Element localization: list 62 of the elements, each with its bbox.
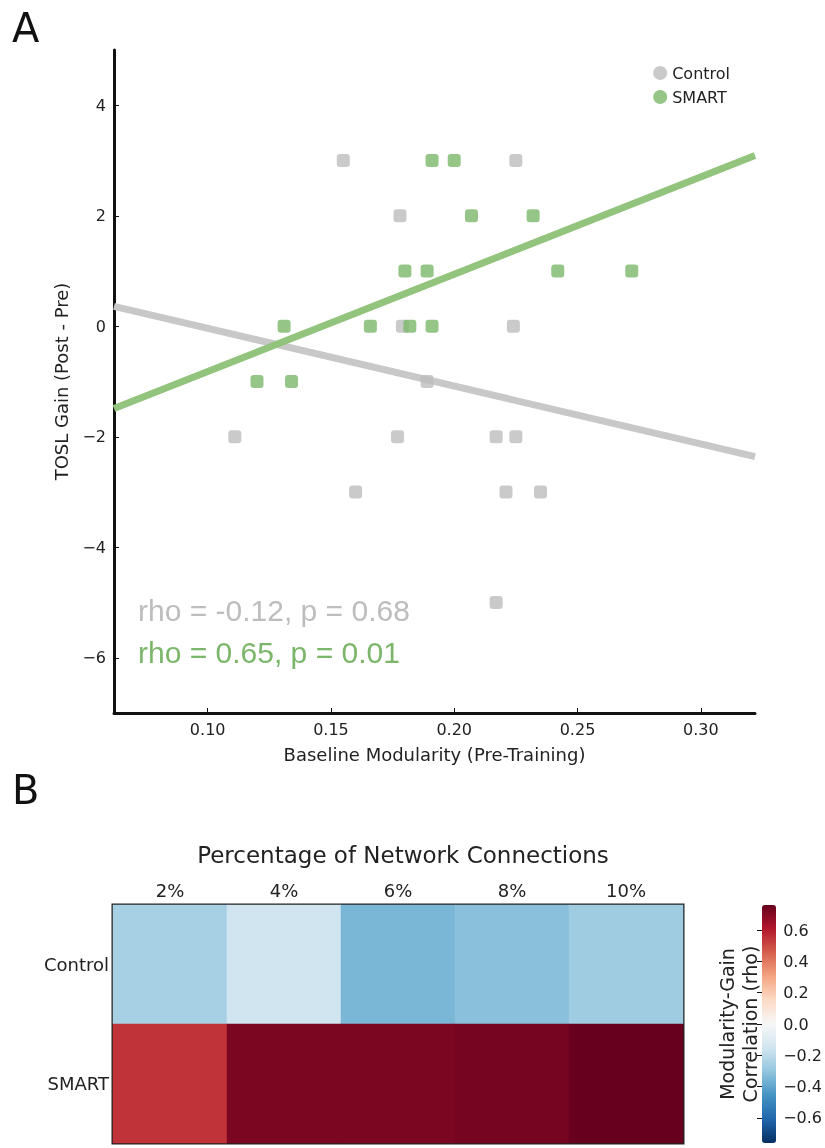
x-tick-label: 0.10 [189,719,226,739]
legend-label: Control [672,63,731,83]
color-bar-title: Modularity-Gain Correlation (rho) [715,945,761,1103]
x-tick-label: 0.30 [682,719,719,739]
x-tick-label: 0.20 [436,719,473,739]
point [509,430,523,444]
point [250,375,264,388]
point [403,319,417,333]
point [398,264,412,278]
point [509,154,523,167]
point [447,154,461,167]
x-tick-label: 2% [155,879,185,901]
point [425,154,439,167]
x-tick-label: 6% [383,879,413,901]
x-tick-label: 0.25 [559,719,596,739]
point [625,264,639,278]
point [464,209,478,223]
legend-label: SMART [672,87,728,107]
annotation: rho = 0.65, p = 0.01 [138,635,400,669]
y-tick-label: −2 [82,427,106,447]
color-bar-label: 0.0 [783,1014,809,1034]
point [489,596,503,609]
point [425,319,439,333]
point [551,264,565,278]
x-tick-label: 0.15 [313,719,349,739]
chart-title: Percentage of Network Connections [197,841,609,868]
point [534,485,548,499]
point [526,209,540,223]
color-bar-label: −0.2 [783,1045,823,1065]
color-bar-label: −0.6 [783,1108,823,1128]
point [393,209,407,223]
point [336,154,350,167]
y-tick-label: Control [43,954,109,975]
point [228,430,242,444]
x-tick-label: 8% [497,879,527,901]
x-axis-title: Baseline Modularity (Pre-Training) [283,743,586,765]
x-tick-label: 4% [269,879,299,901]
point [277,319,291,333]
y-tick-label: −6 [82,648,106,668]
y-tick-label: 4 [95,95,106,115]
y-tick-label: 0 [95,316,106,336]
y-axis-title: TOSL Gain (Post - Pre) [50,282,72,482]
point [349,485,363,499]
point [506,319,520,333]
point [499,485,513,499]
point [420,375,434,388]
text: A [12,5,40,51]
color-bar-label: −0.4 [783,1077,823,1097]
color-bar-label: 0.4 [783,951,809,971]
point [420,264,434,278]
y-tick-label: −4 [82,537,106,557]
y-tick-label: SMART [47,1073,110,1094]
text: B [12,767,40,813]
color-bar-label: 0.6 [783,920,809,940]
x-tick-label: 10% [605,879,647,901]
point [285,375,299,388]
y-tick-label: 2 [95,206,106,226]
point [489,430,503,444]
annotation: rho = -0.12, p = 0.68 [138,593,410,627]
point [363,319,377,333]
color-bar-label: 0.2 [783,983,809,1003]
point [391,430,405,444]
